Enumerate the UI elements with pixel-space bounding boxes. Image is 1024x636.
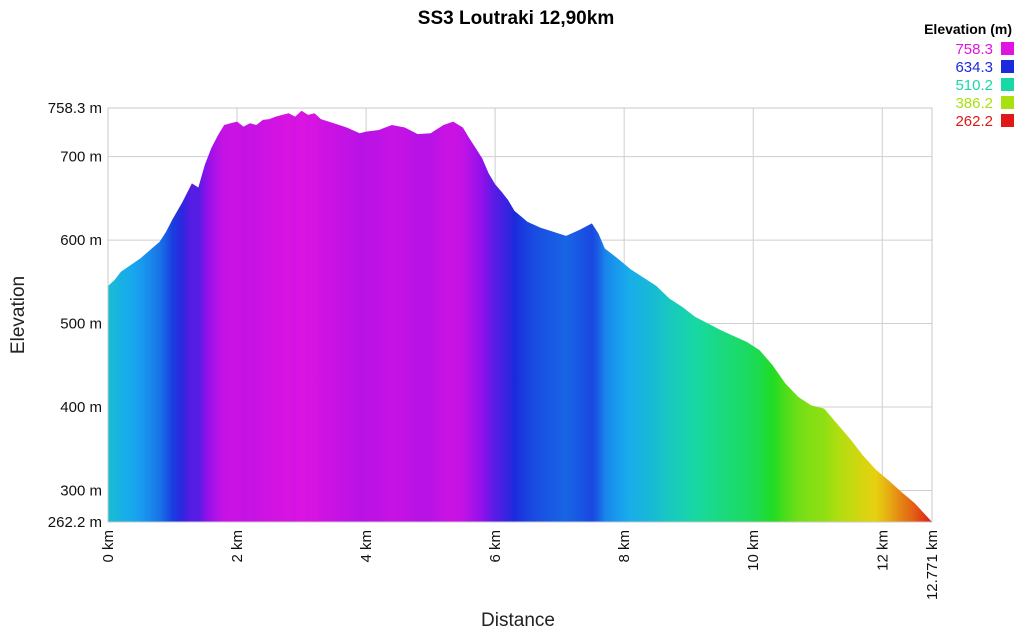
legend-swatch-2 bbox=[1001, 78, 1014, 91]
legend-entry-label-4: 262.2 bbox=[955, 113, 993, 130]
y-axis-ticks: 262.2 m 300 m 400 m 500 m 600 m 700 m 758.3 m bbox=[48, 100, 102, 531]
legend-swatch-0 bbox=[1001, 42, 1014, 55]
y-tick-label-6: 758.3 m bbox=[48, 100, 102, 117]
x-tick-label-6: 12 km bbox=[874, 530, 891, 571]
legend-swatch-1 bbox=[1001, 60, 1014, 73]
x-tick-label-2: 4 km bbox=[358, 530, 375, 563]
y-tick-label-3: 500 m bbox=[60, 316, 102, 333]
y-tick-label-5: 700 m bbox=[60, 149, 102, 166]
y-tick-label-1: 300 m bbox=[60, 482, 102, 499]
x-axis-ticks: 0 km 2 km 4 km 6 km 8 km 10 km 12 km 12.771 km bbox=[100, 530, 941, 600]
x-tick-label-4: 8 km bbox=[616, 530, 633, 563]
x-tick-label-3: 6 km bbox=[487, 530, 504, 563]
legend-title: Elevation (m) bbox=[924, 21, 1012, 37]
x-tick-label-0: 0 km bbox=[100, 530, 117, 563]
x-tick-label-1: 2 km bbox=[229, 530, 246, 563]
legend-entry-label-2: 510.2 bbox=[955, 77, 993, 94]
legend-entry-label-0: 758.3 bbox=[955, 41, 993, 58]
elevation-area bbox=[108, 110, 932, 522]
x-tick-label-5: 10 km bbox=[745, 530, 762, 571]
y-tick-label-4: 600 m bbox=[60, 232, 102, 249]
legend-swatch-4 bbox=[1001, 114, 1014, 127]
x-axis-title: Distance bbox=[481, 610, 555, 631]
legend-swatch-3 bbox=[1001, 96, 1014, 109]
legend-entry-label-1: 634.3 bbox=[955, 59, 993, 76]
y-tick-label-0: 262.2 m bbox=[48, 514, 102, 531]
y-axis-title: Elevation bbox=[8, 276, 29, 354]
legend-entry-label-3: 386.2 bbox=[955, 95, 993, 112]
x-tick-label-7: 12.771 km bbox=[924, 530, 941, 600]
y-tick-label-2: 400 m bbox=[60, 399, 102, 416]
chart-title: SS3 Loutraki 12,90km bbox=[418, 8, 614, 29]
plot-frame bbox=[107, 107, 933, 523]
